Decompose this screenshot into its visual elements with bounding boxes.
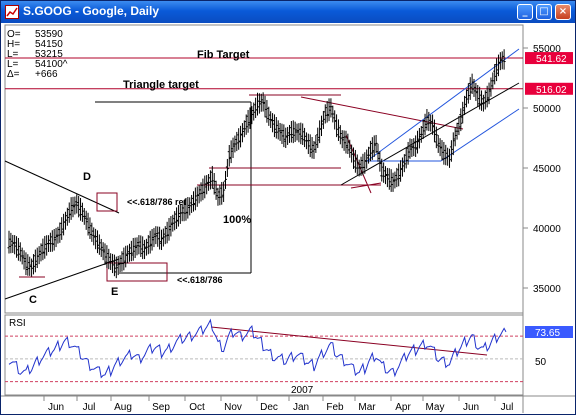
price-badges: 541.62 516.02	[525, 52, 573, 96]
wave-e-label: E	[111, 286, 118, 298]
fib-price-badge	[525, 52, 573, 65]
chart-annotations: Fib Target Triangle target D C E <<.618/…	[29, 49, 251, 306]
price-bars	[7, 49, 506, 279]
triangle-price-text: 516.02	[536, 85, 567, 96]
x-tick-label: Nov	[224, 402, 242, 413]
x-tick-label: Oct	[189, 402, 205, 413]
ohlc-value: 54150	[35, 39, 63, 50]
price-chart[interactable]: 55000 50000 45000 40000 35000 Jun Jul Aug Sep Oc…	[1, 23, 575, 414]
minimize-button[interactable]: _	[517, 4, 533, 20]
x-tick-label: Jul	[83, 402, 96, 413]
ohlc-label: H=	[7, 39, 20, 50]
y-tick-label: 35000	[533, 284, 561, 295]
x-tick-label: Apr	[395, 402, 411, 413]
price-panel-frame	[4, 24, 524, 314]
ohlc-label: L=	[7, 59, 19, 70]
ohlc-label: O=	[7, 29, 21, 40]
channel-upper-line	[366, 48, 520, 162]
y-tick-label: 55000	[533, 44, 561, 55]
triangle-upper-line	[4, 160, 120, 214]
y-tick-label: 45000	[533, 164, 561, 175]
fib-price-text: 541.62	[536, 54, 567, 65]
x-tick-label: Jun	[48, 402, 64, 413]
ohlc-value: +666	[35, 69, 58, 80]
retracement-upper-label: <<.618/786 ret	[127, 197, 187, 207]
retracement-lower-label: <<.618/786	[177, 275, 223, 285]
rsi-panel-frame	[4, 314, 524, 396]
window-title: S.GOOG - Google, Daily	[23, 4, 160, 18]
triangle-target-label: Triangle target	[123, 79, 199, 91]
hundred-pct-label: 100%	[223, 214, 251, 226]
rsi-50-tick: 50	[535, 357, 547, 368]
ohlc-label: Δ=	[7, 69, 20, 80]
x-tick-label: Jul	[501, 402, 514, 413]
triangle-lower-line	[4, 258, 120, 300]
rsi-value-text: 73.65	[535, 328, 560, 339]
falling-trendline	[300, 96, 464, 130]
rsi-value-badge	[525, 326, 573, 338]
rsi-label: RSI	[9, 318, 26, 329]
x-tick-label: Mar	[358, 402, 376, 413]
wedge-line-2	[350, 182, 382, 189]
wave-c-label: C	[29, 294, 37, 306]
x-axis: Jun Jul Aug Sep Oct Nov Dec Jan Feb Mar Apr May Jun J…	[43, 396, 514, 413]
year-label: 2007	[291, 385, 314, 396]
close-button[interactable]: ×	[555, 4, 571, 20]
title-bar[interactable]: S.GOOG - Google, Daily _ □ ×	[1, 1, 575, 23]
x-tick-label: May	[426, 402, 445, 413]
rsi-series-line	[8, 318, 507, 379]
rsi-reference-lines	[5, 335, 523, 383]
x-tick-label: Dec	[260, 402, 278, 413]
ohlc-value: 54100^	[35, 59, 68, 70]
x-tick-label: Sep	[152, 402, 170, 413]
channel-lower-line	[440, 108, 520, 162]
fib-target-label: Fib Target	[197, 49, 250, 61]
ohlc-value: 53590	[35, 29, 63, 40]
ohlc-value: 53215	[35, 49, 63, 60]
y-tick-label: 40000	[533, 224, 561, 235]
ohlc-label: L=	[7, 49, 19, 60]
y-tick-label: 50000	[533, 104, 561, 115]
x-tick-label: Feb	[326, 402, 344, 413]
rsi-trendline	[210, 326, 488, 356]
x-tick-label: Jan	[293, 402, 309, 413]
retracement-box-upper	[96, 192, 118, 212]
retracement-box-lower	[106, 262, 168, 282]
x-tick-label: Jun	[463, 402, 479, 413]
chart-app-icon	[5, 5, 19, 19]
triangle-price-badge	[525, 82, 573, 95]
ohlc-readout: O= 53590 H= 54150 L= 53215 L= 54100^ Δ= +666	[7, 29, 68, 80]
wave-d-label: D	[83, 171, 91, 183]
maximize-button[interactable]: □	[536, 4, 552, 20]
y-axis: 55000 50000 45000 40000 35000	[523, 44, 561, 295]
x-tick-label: Aug	[114, 402, 132, 413]
